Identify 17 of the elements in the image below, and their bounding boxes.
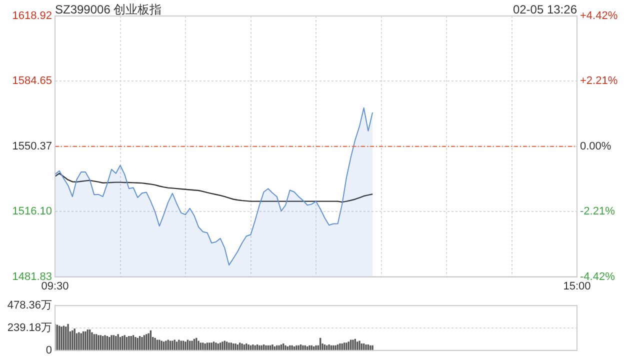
annotation: 02-05 13:26: [512, 2, 578, 16]
y-tick-label: 1584.65: [12, 75, 52, 88]
y-tick-label: 239.18万: [7, 322, 52, 334]
y-tick-label: 1618.92: [12, 10, 52, 22]
chart-title: SZ399006 创业板指: [55, 2, 162, 16]
y2-tick-label: -4.42%: [580, 270, 616, 283]
y-tick-label: 1481.83: [12, 270, 52, 283]
y-tick-label: 1516.10: [12, 206, 52, 218]
y-tick-label: 1550.37: [12, 140, 52, 152]
y2-tick-label: +4.42%: [580, 10, 618, 22]
y-tick-label: 478.36万: [7, 300, 52, 312]
y2-tick-label: -2.21%: [580, 206, 616, 218]
y2-tick-label: 0.00%: [580, 140, 612, 152]
x-tick-label: 15:00: [563, 280, 591, 292]
y-tick-label: 0: [46, 344, 52, 356]
y2-tick-label: +2.21%: [580, 75, 618, 88]
x-tick-label: 09:30: [41, 280, 69, 292]
